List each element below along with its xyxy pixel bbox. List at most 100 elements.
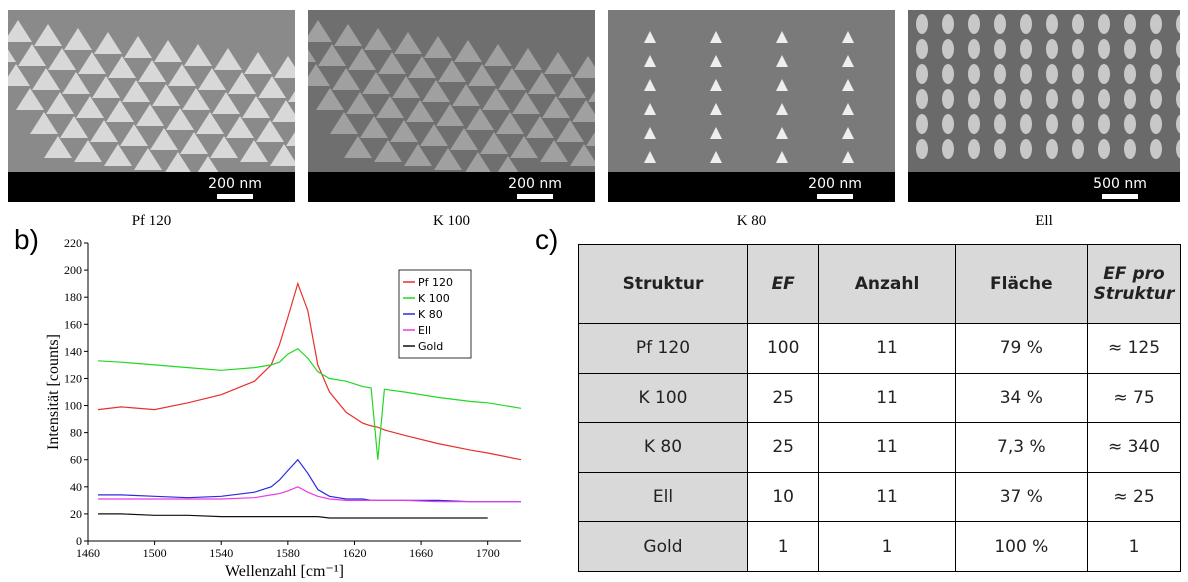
structure xyxy=(374,140,402,162)
header-row: Struktur EF Anzahl Fläche EF pro Struktur xyxy=(578,244,1181,324)
table-cell: 11 xyxy=(818,372,956,424)
y-tick-label: 200 xyxy=(64,263,82,277)
structure xyxy=(942,139,954,159)
y-axis-label: Intensität [counts] xyxy=(45,334,62,450)
structure xyxy=(46,92,74,114)
panel-label: b) xyxy=(14,224,39,255)
structure xyxy=(916,114,928,134)
structure xyxy=(776,55,788,67)
structure xyxy=(528,72,556,94)
structure xyxy=(1046,14,1058,34)
structure xyxy=(422,80,450,102)
structure xyxy=(18,44,46,66)
structure xyxy=(1150,64,1162,84)
structure xyxy=(468,64,496,86)
structure xyxy=(378,52,406,74)
structure xyxy=(968,114,980,134)
structure xyxy=(364,28,392,50)
structure xyxy=(60,116,88,138)
structure xyxy=(1046,114,1058,134)
structure xyxy=(942,89,954,109)
table-cell: 1 xyxy=(1087,521,1181,572)
scale-bar xyxy=(817,194,853,199)
structure xyxy=(1176,39,1180,59)
structure xyxy=(376,96,404,118)
structure xyxy=(154,40,182,62)
table-cell: Gold xyxy=(578,521,748,572)
table-cell: 1 xyxy=(746,521,820,572)
x-tick-label: 1660 xyxy=(409,546,433,560)
table-row: Gold 1 1 100 % 1 xyxy=(578,521,1181,572)
structure xyxy=(8,20,32,42)
scale-bar xyxy=(517,194,553,199)
structure xyxy=(498,68,526,90)
header-cell: EF pro Struktur xyxy=(1087,244,1181,324)
structure xyxy=(166,108,194,130)
y-tick-label: 160 xyxy=(64,317,82,331)
structure xyxy=(1150,139,1162,159)
table-cell: 79 % xyxy=(954,323,1089,374)
structure xyxy=(330,112,358,134)
structure xyxy=(1020,89,1032,109)
structure xyxy=(776,79,788,91)
structure xyxy=(916,64,928,84)
structure xyxy=(212,92,240,114)
structure xyxy=(258,76,286,98)
x-tick-label: 1580 xyxy=(276,546,300,560)
x-tick-label: 1540 xyxy=(209,546,233,560)
structure xyxy=(1176,64,1180,84)
series-line xyxy=(97,281,522,461)
structure xyxy=(344,136,372,158)
structure xyxy=(644,103,656,115)
structure xyxy=(1176,14,1180,34)
structure xyxy=(92,76,120,98)
table-row: Ell 10 11 37 % ≈ 25 xyxy=(578,471,1181,523)
sem-picture: 200 nm xyxy=(308,10,595,202)
structure xyxy=(62,72,90,94)
table-cell: K 100 xyxy=(578,372,748,424)
structure xyxy=(316,88,344,110)
structure xyxy=(48,48,76,70)
sem-image: 200 nm xyxy=(608,10,895,202)
structure xyxy=(496,112,524,134)
structure xyxy=(1124,64,1136,84)
structure xyxy=(1124,114,1136,134)
structure xyxy=(434,148,462,170)
structure xyxy=(64,28,92,50)
image-caption: K 100 xyxy=(432,213,471,229)
sem-picture: 200 nm xyxy=(608,10,895,202)
structure xyxy=(76,96,104,118)
structure xyxy=(1124,89,1136,109)
scale-label: 200 nm xyxy=(508,176,562,192)
structure xyxy=(134,148,162,170)
structure xyxy=(544,52,572,74)
structure xyxy=(942,14,954,34)
table-cell: ≈ 340 xyxy=(1087,422,1181,473)
table-cell: ≈ 75 xyxy=(1087,372,1181,424)
structure xyxy=(164,152,192,174)
structure xyxy=(1098,64,1110,84)
structure xyxy=(8,49,16,62)
structure xyxy=(994,114,1006,134)
structure xyxy=(122,80,150,102)
structure xyxy=(256,120,284,142)
structure xyxy=(916,89,928,109)
structure xyxy=(198,68,226,90)
structure xyxy=(104,144,132,166)
structure xyxy=(318,44,346,66)
sem-picture: 200 nm xyxy=(8,10,295,202)
y-tick-label: 180 xyxy=(64,290,82,304)
sem-image: 200 nm xyxy=(8,10,295,202)
structure xyxy=(332,68,360,90)
table-cell: 25 xyxy=(746,422,820,473)
structure xyxy=(240,140,268,162)
structure xyxy=(274,56,295,78)
table-row: K 80 25 11 7,3 % ≈ 340 xyxy=(578,422,1181,473)
y-tick-label: 80 xyxy=(70,426,82,440)
structure xyxy=(272,100,295,122)
structure xyxy=(644,31,656,43)
structure xyxy=(710,55,722,67)
structure xyxy=(710,151,722,163)
legend-label: K 100 xyxy=(418,292,450,305)
structure xyxy=(1098,114,1110,134)
